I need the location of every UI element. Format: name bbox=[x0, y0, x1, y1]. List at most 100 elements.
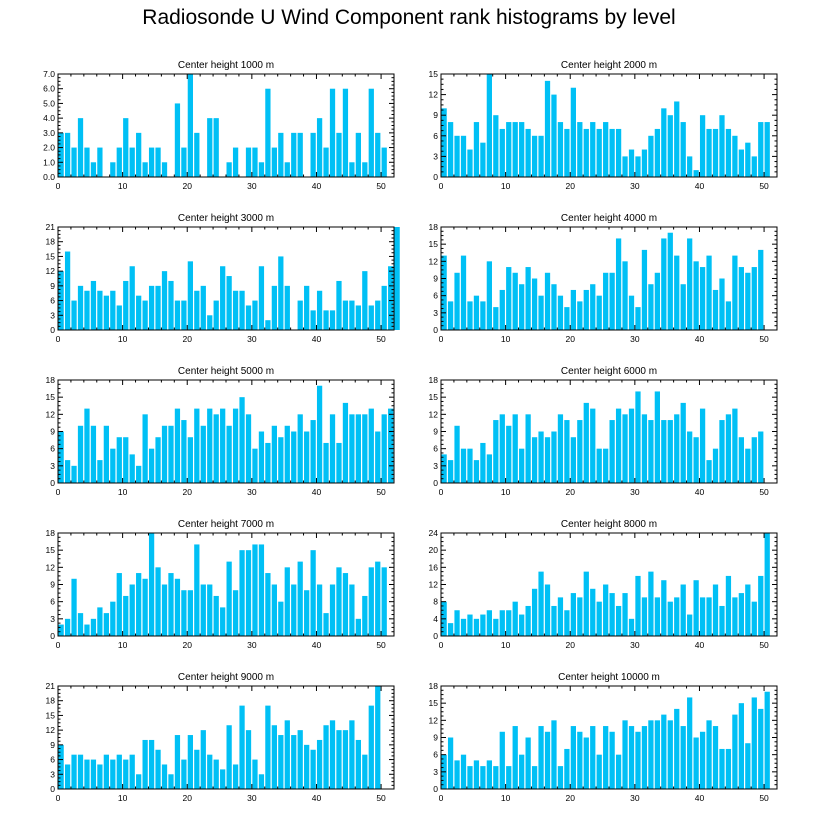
y-tick-label: 15 bbox=[429, 69, 439, 79]
histogram-bar bbox=[473, 460, 480, 483]
histogram-bar bbox=[564, 610, 570, 636]
histogram-bar bbox=[336, 280, 342, 330]
histogram-bar bbox=[226, 276, 232, 330]
panel-title: Center height 1000 m bbox=[178, 60, 274, 71]
histogram-bar bbox=[84, 759, 90, 789]
histogram-bar bbox=[148, 285, 155, 330]
histogram-bar bbox=[583, 571, 589, 636]
y-tick-label: 6.0 bbox=[43, 84, 55, 94]
histogram-bar bbox=[64, 764, 71, 789]
histogram-bar bbox=[362, 414, 368, 483]
histogram-bar bbox=[751, 697, 757, 789]
histogram-bar bbox=[116, 573, 122, 636]
y-tick-label: 18 bbox=[429, 375, 439, 385]
histogram-bar bbox=[538, 726, 544, 789]
y-tick-label: 3 bbox=[433, 767, 438, 777]
x-tick-label: 40 bbox=[312, 487, 322, 497]
panel-8: Center height 8000 m 0 4 8 12 16 20 24 0 10 20 30 40… bbox=[429, 519, 778, 650]
y-tick-label: 6 bbox=[433, 131, 438, 141]
histogram-bar bbox=[123, 437, 129, 483]
histogram-bar bbox=[375, 132, 381, 177]
histogram-bar bbox=[719, 278, 725, 330]
histogram-bar bbox=[213, 414, 219, 483]
histogram-bar bbox=[531, 135, 538, 177]
histogram-bar bbox=[349, 414, 355, 483]
histogram-bar bbox=[129, 266, 135, 330]
y-tick-label: 3 bbox=[50, 310, 55, 320]
x-tick-label: 20 bbox=[182, 487, 192, 497]
histogram-bar bbox=[349, 584, 355, 636]
histogram-bar bbox=[155, 749, 161, 789]
x-tick-label: 40 bbox=[695, 181, 705, 191]
histogram-bar bbox=[174, 408, 181, 483]
histogram-bar bbox=[323, 613, 329, 636]
histogram-bar bbox=[381, 414, 387, 483]
histogram-bar bbox=[738, 267, 744, 330]
x-tick-label: 40 bbox=[312, 793, 322, 803]
histogram-bar bbox=[674, 414, 680, 483]
histogram-bar bbox=[687, 697, 693, 789]
histogram-bar bbox=[719, 605, 725, 636]
histogram-bar bbox=[278, 735, 284, 789]
histogram-bar bbox=[661, 108, 667, 177]
histogram-bar bbox=[693, 170, 699, 177]
histogram-bar bbox=[667, 115, 673, 177]
histogram-bar bbox=[577, 597, 583, 636]
histogram-bar bbox=[394, 227, 400, 330]
histogram-bar bbox=[699, 408, 706, 483]
histogram-bar bbox=[207, 118, 213, 177]
histogram-bar bbox=[245, 730, 252, 789]
histogram-bar bbox=[758, 122, 764, 177]
histogram-bar bbox=[375, 561, 381, 636]
histogram-bar bbox=[187, 735, 193, 789]
histogram-bar bbox=[764, 533, 770, 636]
histogram-bar bbox=[291, 735, 297, 789]
histogram-bar bbox=[712, 128, 719, 177]
histogram-bar bbox=[213, 595, 219, 636]
histogram-bar bbox=[310, 132, 316, 177]
histogram-bar bbox=[97, 147, 103, 177]
histogram-bar bbox=[103, 754, 109, 789]
histogram-bar bbox=[751, 437, 757, 483]
histogram-bar bbox=[194, 132, 200, 177]
histogram-bar bbox=[570, 289, 576, 330]
y-tick-label: 5.0 bbox=[43, 98, 55, 108]
histogram-bar bbox=[699, 597, 706, 636]
histogram-bar bbox=[680, 726, 686, 789]
histogram-bar bbox=[245, 414, 252, 483]
histogram-bar bbox=[71, 300, 77, 330]
histogram-bar bbox=[564, 420, 570, 483]
histogram-bar bbox=[187, 74, 193, 177]
histogram-bar bbox=[278, 437, 284, 483]
histogram-bar bbox=[758, 249, 764, 330]
histogram-bar bbox=[661, 580, 667, 636]
histogram-bar bbox=[77, 754, 84, 789]
histogram-bar bbox=[641, 414, 648, 483]
histogram-bar bbox=[519, 448, 525, 483]
histogram-bar bbox=[557, 295, 564, 330]
panel-6: Center height 6000 m 0 3 6 9 12 15 18 0 10 20 30 40 5… bbox=[429, 366, 778, 497]
y-tick-label: 0 bbox=[433, 172, 438, 182]
histogram-bar bbox=[168, 425, 174, 483]
histogram-bar bbox=[486, 261, 492, 330]
panel-5: Center height 5000 m 0 3 6 9 12 15 18 0 10 20 30 40 5… bbox=[46, 366, 395, 497]
y-tick-label: 15 bbox=[46, 392, 56, 402]
histogram-bar bbox=[661, 238, 667, 330]
panel-title: Center height 6000 m bbox=[561, 366, 657, 377]
histogram-bar bbox=[71, 147, 77, 177]
histogram-bar bbox=[460, 135, 467, 177]
y-tick-label: 0 bbox=[433, 478, 438, 488]
histogram-bar bbox=[544, 437, 551, 483]
histogram-bar bbox=[336, 567, 342, 636]
histogram-bar bbox=[64, 618, 71, 636]
x-tick-label: 10 bbox=[501, 640, 511, 650]
histogram-bar bbox=[596, 754, 602, 789]
histogram-bar bbox=[577, 301, 583, 330]
histogram-bar bbox=[381, 567, 387, 636]
x-tick-label: 50 bbox=[759, 793, 769, 803]
histogram-bar bbox=[355, 739, 361, 789]
histogram-bar bbox=[368, 705, 374, 789]
histogram-bar bbox=[564, 307, 570, 330]
histogram-bar bbox=[590, 408, 596, 483]
histogram-bar bbox=[525, 605, 531, 636]
